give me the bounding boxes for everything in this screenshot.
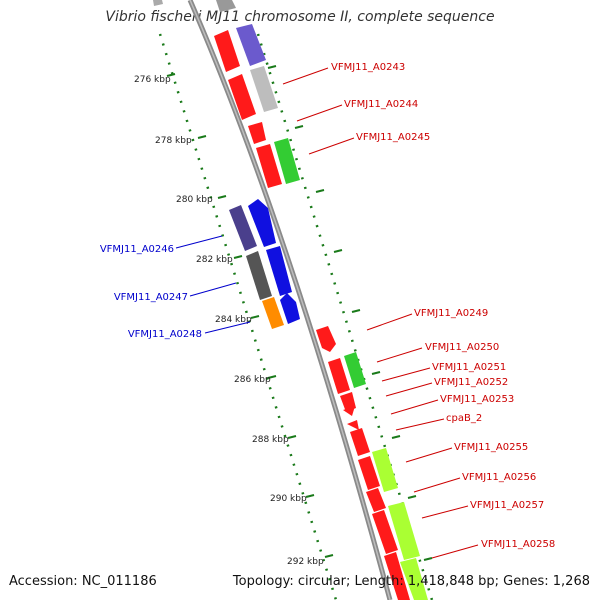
gene-VFMJ11_A0253[interactable] [347, 420, 359, 430]
gene-VFMJ11_A0250-green[interactable] [344, 352, 366, 388]
tick-label: 278 kbp [155, 136, 192, 146]
gene-VFMJ11_A0246-block[interactable] [229, 205, 257, 251]
gene-label[interactable]: VFMJ11_A0252 [434, 377, 508, 388]
gene-VFMJ11_A0246-arrow[interactable] [248, 199, 276, 247]
gene-VFMJ11_A0249[interactable] [316, 326, 336, 352]
gene-label[interactable]: VFMJ11_A0243 [331, 62, 405, 73]
gene-VFMJ11_A0247-block[interactable] [246, 251, 272, 300]
gene-VFMJ11_A0243[interactable] [228, 74, 256, 120]
gene-label[interactable]: VFMJ11_A0245 [356, 132, 430, 143]
gene-VFMJ11_A0256[interactable] [366, 488, 386, 512]
gene-VFMJ11_A0245a[interactable] [248, 122, 266, 144]
tick-label: 276 kbp [134, 75, 171, 85]
tick-label: 288 kbp [252, 435, 289, 445]
gene-label[interactable]: VFMJ11_A0248 [128, 329, 202, 340]
gene-fragment[interactable] [153, 0, 163, 6]
gene-VFMJ11_A0255[interactable] [358, 456, 380, 490]
gene-VFMJ11_A0258-lime[interactable] [400, 558, 428, 600]
gene-label[interactable]: VFMJ11_A0247 [114, 292, 188, 303]
gene-VFMJ11_A0244[interactable] [250, 66, 278, 112]
gene-VFMJ11_A0245b[interactable] [256, 144, 282, 188]
gene-label[interactable]: VFMJ11_A0258 [481, 539, 555, 550]
gene-VFMJ11_A0257-lime[interactable] [388, 502, 420, 560]
tick-label: 292 kbp [287, 557, 324, 567]
tick-label: 282 kbp [196, 255, 233, 265]
forward-genes [153, 0, 428, 600]
gene-VFMJ11_A0257[interactable] [372, 510, 398, 554]
gene-VFMJ11_A0250[interactable] [328, 358, 350, 394]
topology-text: Topology: circular; Length: 1,418,848 bp… [232, 574, 590, 589]
reverse-gene-labels: VFMJ11_A0246 VFMJ11_A0247 VFMJ11_A0248 [100, 244, 202, 340]
tick-label: 284 kbp [215, 315, 252, 325]
gene-VFMJ11_A0255-lime[interactable] [372, 448, 398, 492]
gene-label[interactable]: cpaB_2 [446, 413, 482, 424]
forward-leaders [282, 67, 479, 559]
gene-label[interactable]: VFMJ11_A0256 [462, 472, 536, 483]
gene-label[interactable]: VFMJ11_A0249 [414, 308, 488, 319]
gene-label[interactable]: VFMJ11_A0251 [432, 362, 506, 373]
reverse-genes [229, 199, 300, 329]
gene-label[interactable]: VFMJ11_A0255 [454, 442, 528, 453]
gene-VFMJ11_A0258[interactable] [384, 552, 410, 600]
gene-block[interactable] [236, 24, 266, 66]
tick-label: 290 kbp [270, 494, 307, 504]
tick-label: 280 kbp [176, 195, 213, 205]
map-title: Vibrio fischeri MJ11 chromosome II, comp… [105, 9, 495, 25]
gene-VFMJ11_A0248-arrow[interactable] [280, 293, 300, 324]
reverse-leaders [175, 235, 251, 334]
gene-label[interactable]: VFMJ11_A0253 [440, 394, 514, 405]
gene-VFMJ11_A0247-arrow[interactable] [266, 246, 292, 296]
gene-VFMJ11_A0248-block[interactable] [262, 297, 284, 329]
gene-label[interactable]: VFMJ11_A0250 [425, 342, 499, 353]
major-ticks [166, 65, 433, 561]
kbp-labels: 276 kbp 278 kbp 280 kbp 282 kbp 284 kbp … [134, 75, 324, 567]
gene-label[interactable]: VFMJ11_A0246 [100, 244, 174, 255]
gene-label[interactable]: VFMJ11_A0257 [470, 500, 544, 511]
gene-fragment[interactable] [216, 0, 236, 12]
gene-block[interactable] [214, 30, 240, 72]
gene-label[interactable]: VFMJ11_A0244 [344, 99, 418, 110]
forward-gene-labels: VFMJ11_A0243 VFMJ11_A0244 VFMJ11_A0245 V… [331, 62, 555, 550]
tick-label: 286 kbp [234, 375, 271, 385]
backbone-highlight [189, 0, 391, 600]
accession-text: Accession: NC_011186 [9, 574, 157, 589]
gene-cpaB_2[interactable] [350, 428, 370, 456]
gene-green[interactable] [274, 138, 300, 184]
gene-VFMJ11_A0252[interactable] [343, 406, 355, 416]
